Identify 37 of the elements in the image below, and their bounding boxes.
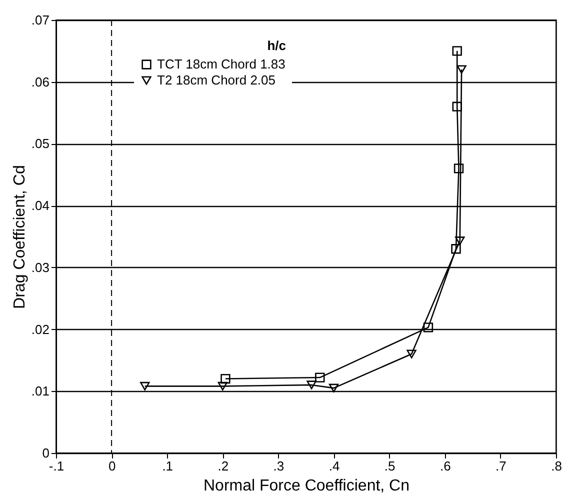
legend-title: h/c — [267, 38, 286, 53]
x-axis-title: Normal Force Coefficient, Cn — [204, 478, 410, 494]
x-tick-label: .4 — [328, 458, 340, 474]
point — [454, 164, 464, 174]
point — [220, 374, 230, 384]
y-tick-label: .04 — [31, 198, 50, 214]
legend-label: T2 18cm Chord 2.05 — [157, 72, 276, 88]
y-tick-label: .06 — [31, 74, 50, 90]
x-tick-label: .8 — [551, 458, 562, 474]
x-tick-label: .3 — [273, 458, 284, 474]
point — [423, 322, 434, 332]
legend-label: TCT 18cm Chord 1.83 — [157, 56, 286, 72]
y-tick-label: .03 — [31, 260, 50, 275]
x-tick-label: 0 — [108, 458, 116, 474]
point — [452, 102, 462, 112]
point — [406, 350, 416, 358]
x-tick-label: .1 — [162, 458, 174, 474]
y-tick-label: .02 — [31, 322, 50, 337]
y-tick-label: 0 — [42, 446, 50, 460]
point — [328, 384, 339, 392]
point — [456, 65, 466, 74]
point — [140, 382, 150, 390]
x-tick-label: .5 — [384, 458, 396, 474]
x-tick-label: .2 — [218, 458, 229, 474]
point — [452, 46, 462, 56]
x-tick-label: -.1 — [48, 458, 64, 474]
point — [218, 382, 228, 390]
y-tick-label: .07 — [31, 12, 50, 28]
x-tick-label: .6 — [440, 458, 451, 474]
point — [306, 380, 316, 390]
point — [455, 236, 465, 246]
x-tick-label: .7 — [496, 458, 506, 474]
point — [451, 244, 461, 254]
y-axis-title: Drag Coefficient, Cd — [11, 165, 28, 309]
y-tick-label: .05 — [31, 136, 50, 152]
point — [315, 372, 325, 382]
y-tick-label: .01 — [31, 384, 50, 399]
